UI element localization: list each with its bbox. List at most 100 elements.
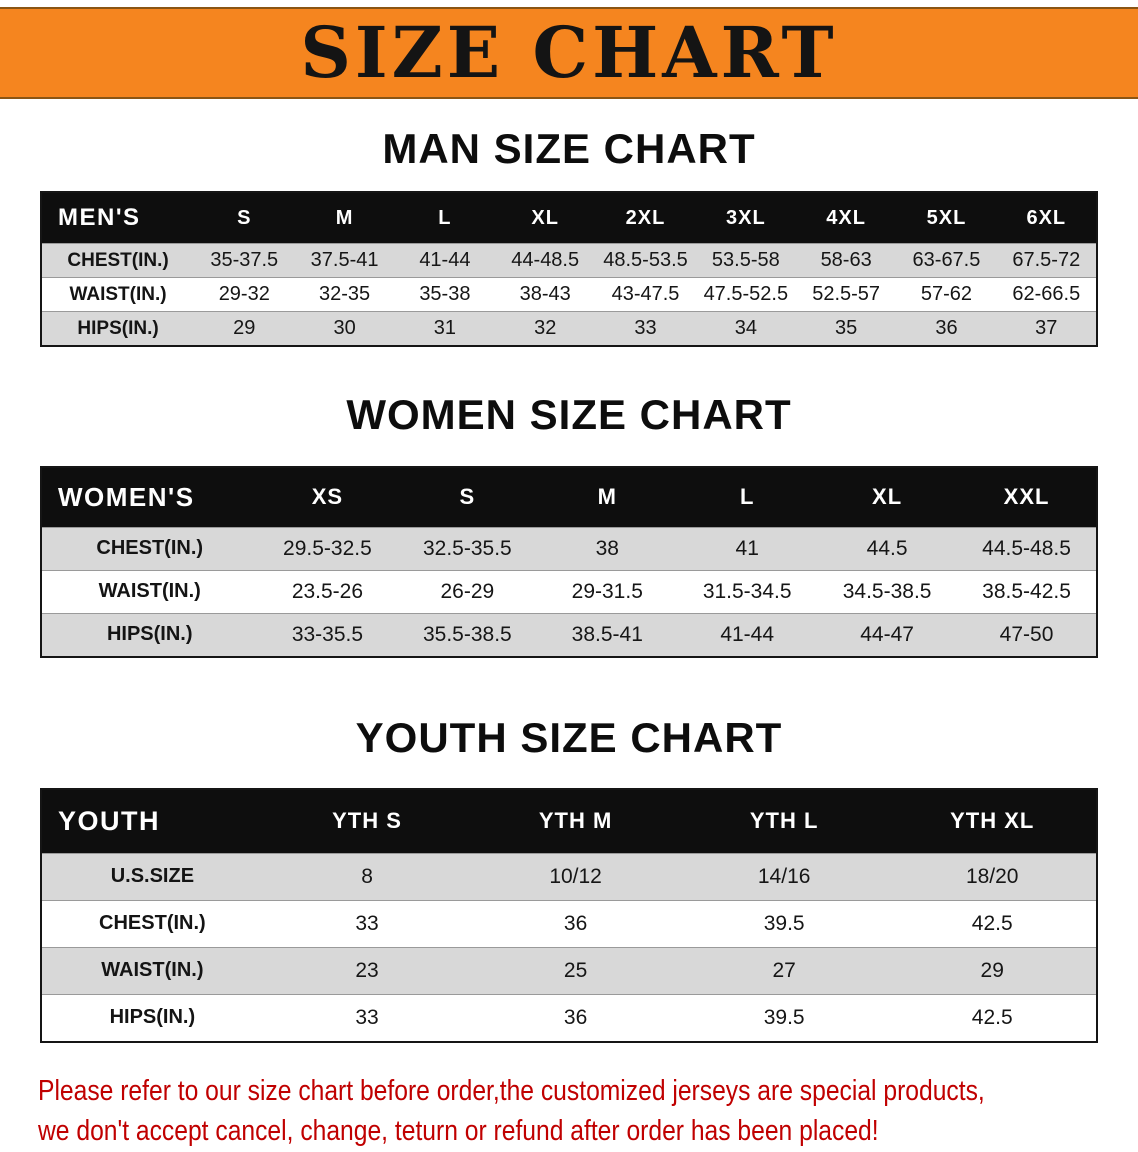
row-label-cell: HIPS(IN.): [106, 623, 193, 646]
table-header-row: WOMEN'S XS S M L XL XXL: [41, 466, 1097, 528]
size-value-cell: 25: [563, 958, 588, 982]
size-value-cell: 26-29: [440, 579, 495, 603]
size-value-cell: 8: [361, 864, 373, 888]
size-value-cell: 27: [772, 958, 796, 982]
size-chart-page: SIZE CHART MAN SIZE CHART MEN'S S M L XL 2XL 3…: [0, 7, 1138, 1152]
men-section-heading: MAN SIZE CHART: [382, 125, 756, 172]
size-value-cell: 32-35: [319, 283, 371, 306]
size-value-cell: 34.5-38.5: [842, 579, 932, 603]
size-header-cell: YTH S: [262, 788, 472, 854]
women-section-heading: WOMEN SIZE CHART: [346, 391, 792, 439]
size-value-cell: 33: [634, 317, 657, 340]
table-row: WAIST(IN.) 23 25 27 29: [41, 947, 1097, 995]
row-label-cell: U.S.SIZE: [110, 865, 195, 888]
row-label-cell: CHEST(IN.): [96, 537, 204, 560]
size-value-cell: 63-67.5: [912, 249, 981, 272]
size-header-cell: YTH XL: [888, 788, 1097, 854]
size-value-cell: 31.5-34.5: [702, 579, 792, 603]
size-value-cell: 23.5-26: [291, 579, 364, 603]
size-header-cell: L: [394, 192, 496, 244]
table-row: HIPS(IN.) 29 30 31 32 33 34 35 36 37: [41, 311, 1097, 347]
size-value-cell: 29: [980, 958, 1004, 982]
size-value-cell: 32: [534, 317, 557, 340]
size-value-cell: 33: [355, 911, 379, 935]
size-value-cell: 36: [563, 911, 588, 935]
size-value-cell: 38.5-41: [571, 622, 643, 646]
size-header-cell: YTH L: [679, 788, 889, 854]
size-value-cell: 41-44: [419, 249, 471, 272]
size-header-cell: L: [677, 466, 818, 528]
size-value-cell: 43-47.5: [611, 283, 680, 306]
women-size-table: WOMEN'S XS S M L XL XXL CHEST(IN.) 29.5-32.5 32.5…: [40, 465, 1098, 658]
size-value-cell: 44-47: [860, 622, 914, 646]
disclaimer-line-1: Please refer to our size chart before or…: [38, 1074, 985, 1107]
size-value-cell: 35-38: [419, 283, 471, 306]
row-label-cell: HIPS(IN.): [109, 1006, 196, 1029]
size-header-cell: XS: [257, 466, 398, 528]
size-header-cell: M: [294, 192, 395, 244]
table-row: WAIST(IN.) 23.5-26 26-29 29-31.5 31.5-34.5 34…: [41, 570, 1097, 614]
size-value-cell: 37.5-41: [310, 249, 379, 272]
size-header-cell: S: [397, 466, 538, 528]
table-row: WAIST(IN.) 29-32 32-35 35-38 38-43 43-47.5 47.…: [41, 277, 1097, 312]
table-row: HIPS(IN.) 33-35.5 35.5-38.5 38.5-41 41-44 44-…: [41, 613, 1097, 657]
disclaimer: Please refer to our size chart before or…: [38, 1071, 1100, 1152]
size-value-cell: 53.5-58: [711, 249, 780, 272]
size-value-cell: 38-43: [519, 283, 571, 306]
row-label-cell: HIPS(IN.): [77, 317, 159, 339]
men-section: MAN SIZE CHART MEN'S S M L XL 2XL 3XL 4XL 5XL 6XL…: [0, 125, 1138, 348]
size-value-cell: 35.5-38.5: [422, 622, 512, 646]
table-title-cell: WOMEN'S: [41, 466, 258, 528]
size-value-cell: 38.5-42.5: [982, 579, 1071, 603]
size-value-cell: 58-63: [820, 249, 872, 272]
size-value-cell: 33-35.5: [291, 622, 364, 646]
size-value-cell: 62-66.5: [1012, 283, 1081, 306]
table-row: U.S.SIZE 8 10/12 14/16 18/20: [41, 853, 1097, 901]
size-value-cell: 29-32: [218, 283, 270, 306]
row-label-cell: CHEST(IN.): [67, 249, 169, 271]
table-title-cell: MEN'S: [41, 192, 195, 244]
size-value-cell: 42.5: [971, 911, 1013, 935]
size-header-cell: YTH M: [471, 788, 680, 854]
size-value-cell: 29-31.5: [571, 579, 643, 603]
row-label-cell: WAIST(IN.): [69, 283, 167, 305]
row-label-cell: CHEST(IN.): [99, 912, 206, 935]
size-value-cell: 41-44: [720, 622, 775, 646]
size-value-cell: 23: [355, 958, 379, 982]
size-value-cell: 57-62: [920, 283, 973, 306]
size-value-cell: 47-50: [999, 622, 1054, 646]
size-header-cell: S: [194, 192, 295, 244]
size-value-cell: 18/20: [965, 864, 1019, 888]
size-value-cell: 67.5-72: [1012, 249, 1081, 272]
youth-size-table: YOUTH YTH S YTH M YTH L YTH XL U.S.SIZE 8 10/12…: [40, 787, 1098, 1043]
size-value-cell: 39.5: [763, 1005, 805, 1029]
row-label-cell: WAIST(IN.): [101, 959, 204, 982]
size-value-cell: 36: [935, 317, 958, 340]
table-row: CHEST(IN.) 29.5-32.5 32.5-35.5 38 41 44.5 44.5…: [41, 527, 1097, 571]
size-value-cell: 44.5: [866, 536, 908, 560]
table-row: CHEST(IN.) 33 36 39.5 42.5: [41, 900, 1097, 948]
size-value-cell: 35-37.5: [210, 249, 279, 272]
size-header-cell: M: [537, 466, 678, 528]
table-title-cell: YOUTH: [41, 788, 263, 854]
size-value-cell: 37: [1035, 317, 1058, 340]
size-header-cell: XXL: [957, 466, 1097, 528]
women-section: WOMEN SIZE CHART WOMEN'S XS S M L XL XXL CHEST(…: [0, 391, 1138, 658]
size-header-cell: 6XL: [996, 192, 1097, 244]
size-value-cell: 31: [433, 317, 457, 340]
size-header-cell: 4XL: [795, 192, 897, 244]
size-value-cell: 30: [333, 317, 356, 340]
size-value-cell: 41: [735, 536, 759, 560]
size-value-cell: 44-48.5: [511, 249, 580, 272]
size-value-cell: 39.5: [763, 911, 805, 935]
youth-section-heading: YOUTH SIZE CHART: [355, 713, 783, 761]
row-label-cell: WAIST(IN.): [98, 580, 201, 603]
size-value-cell: 14/16: [757, 864, 811, 888]
youth-section: YOUTH SIZE CHART YOUTH YTH S YTH M YTH L YTH…: [0, 714, 1138, 1043]
size-value-cell: 42.5: [971, 1005, 1013, 1029]
men-size-table: MEN'S S M L XL 2XL 3XL 4XL 5XL 6XL CHEST(IN.) 35-37…: [40, 191, 1098, 348]
size-value-cell: 33: [355, 1005, 379, 1029]
table-header-row: MEN'S S M L XL 2XL 3XL 4XL 5XL 6XL: [41, 192, 1097, 244]
size-value-cell: 44.5-48.5: [982, 536, 1071, 560]
banner: SIZE CHART: [0, 7, 1138, 99]
